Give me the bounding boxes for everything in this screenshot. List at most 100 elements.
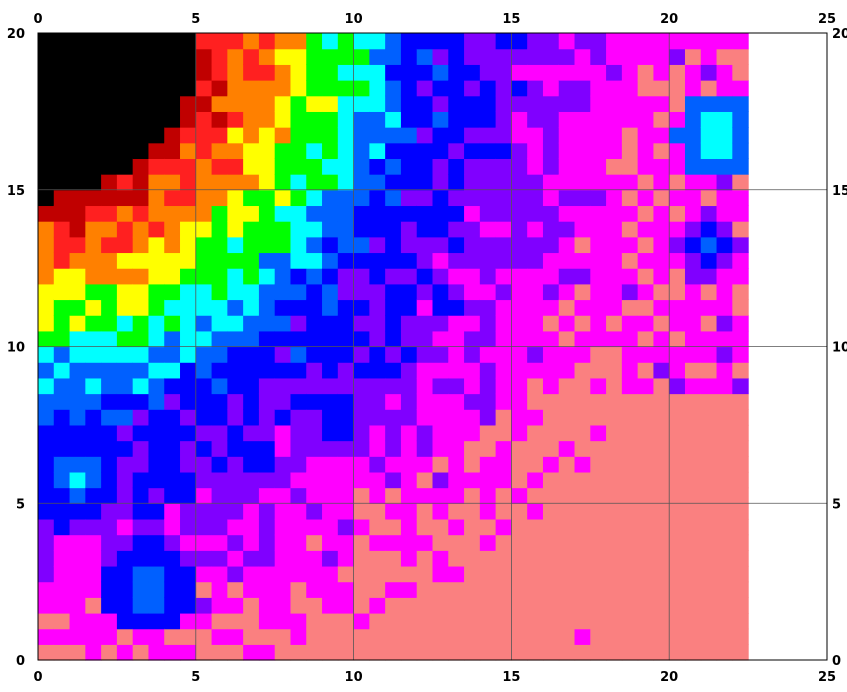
heatmap-cell [700,518,718,536]
heatmap-cell [684,487,702,504]
heatmap-cell [337,487,355,504]
heatmap-cell [337,111,355,128]
heatmap-cell [448,377,465,395]
heatmap-cell [669,142,686,160]
heatmap-cell [195,330,213,348]
heatmap-cell [700,48,718,65]
heatmap-cell [606,612,623,630]
heatmap-cell [653,581,670,598]
heatmap-cell [574,409,591,426]
heatmap-cell [669,64,686,81]
heatmap-cell [38,64,55,81]
heatmap-cell [432,299,449,316]
heatmap-cell [416,518,434,536]
heatmap-cell [353,644,370,661]
heatmap-cell [621,503,639,520]
heatmap-cell [353,597,370,614]
heatmap-cell [385,205,402,222]
heatmap-cell [243,127,260,144]
heatmap-cell [195,268,213,285]
heatmap-cell [732,471,749,489]
heatmap-cell [479,440,497,457]
heatmap-cell [527,127,544,144]
heatmap-cell [53,393,71,410]
heatmap-cell [700,283,718,301]
heatmap-cell [306,409,323,426]
heatmap-cell [464,221,481,238]
heatmap-cell [495,518,512,536]
heatmap-cell [258,95,276,112]
heatmap-cell [101,550,118,567]
heatmap-cell [227,205,244,222]
heatmap-cell [400,393,418,410]
heatmap-cell [164,393,181,410]
heatmap-cell [53,362,71,379]
heatmap-cell [385,158,402,175]
heatmap-cell [495,189,512,207]
heatmap-cell [195,597,213,614]
heatmap-cell [558,440,576,457]
heatmap-cell [101,95,118,112]
heatmap-cell [211,33,228,50]
heatmap-cell [527,268,544,285]
heatmap-cell [606,268,623,285]
heatmap-cell [669,111,686,128]
heatmap-cell [243,550,260,567]
heatmap-cell [400,471,418,489]
heatmap-cell [322,456,339,473]
heatmap-cell [669,377,686,395]
heatmap-cell [558,550,576,567]
heatmap-cell [558,252,576,269]
heatmap-cell [306,95,323,112]
heatmap-cell [479,64,497,81]
heatmap-cell [274,330,292,348]
heatmap-cell [684,503,702,520]
heatmap-cell [53,330,71,348]
heatmap-cell [69,142,86,160]
heatmap-cell [211,471,228,489]
heatmap-cell [180,111,197,128]
heatmap-cell [621,393,639,410]
heatmap-cell [195,346,213,363]
heatmap-cell [558,299,576,316]
heatmap-cell [606,80,623,97]
heatmap-cell [669,644,686,661]
heatmap-cell [385,518,402,536]
heatmap-cell [369,33,386,50]
heatmap-cell [511,518,528,536]
heatmap-cell [732,612,749,630]
heatmap-cell [164,346,181,363]
y-tick-label-left: 0 [16,654,25,669]
heatmap-cell [385,111,402,128]
heatmap-cell [258,158,276,175]
heatmap-cell [211,268,228,285]
heatmap-cell [274,48,292,65]
heatmap-cell [227,80,244,97]
heatmap-cell [479,393,497,410]
heatmap-cell [369,330,386,348]
heatmap-cell [621,518,639,536]
heatmap-cell [479,236,497,254]
heatmap-cell [148,518,165,536]
heatmap-cell [195,487,213,504]
heatmap-cell [38,597,55,614]
heatmap-cell [85,550,102,567]
heatmap-cell [700,644,718,661]
heatmap-cell [353,64,370,81]
heatmap-cell [353,534,370,551]
heatmap-cell [69,33,86,50]
heatmap-cell [243,299,260,316]
heatmap-cell [700,424,718,442]
heatmap-cell [732,252,749,269]
heatmap-cell [274,424,292,442]
heatmap-cell [558,95,576,112]
heatmap-cell [716,393,733,410]
heatmap-cell [132,315,150,332]
x-tick-label-top: 25 [818,12,836,27]
heatmap-cell [69,127,86,144]
heatmap-cell [337,644,355,661]
heatmap-cell [495,409,512,426]
heatmap-cell [732,487,749,504]
heatmap-cell [606,597,623,614]
